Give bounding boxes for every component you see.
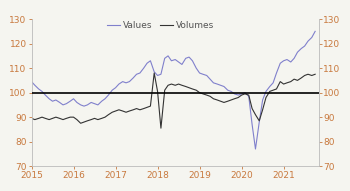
Values [250,123,254,126]
Volumes [169,83,174,85]
Volumes [110,111,114,113]
Values [163,57,167,59]
Volumes [313,73,317,75]
Line: Values: Values [32,31,315,149]
Line: Volumes: Volumes [32,73,315,128]
Volumes [152,72,156,74]
Legend: Values, Volumes: Values, Volumes [107,21,215,30]
Volumes [264,96,268,99]
Volumes [29,117,34,120]
Volumes [159,127,163,129]
Volumes [96,118,100,121]
Values [253,148,258,150]
Values [29,80,34,83]
Values [313,30,317,32]
Volumes [106,113,111,116]
Values [260,99,265,101]
Values [106,94,111,96]
Volumes [257,120,261,122]
Values [96,104,100,106]
Values [110,89,114,91]
